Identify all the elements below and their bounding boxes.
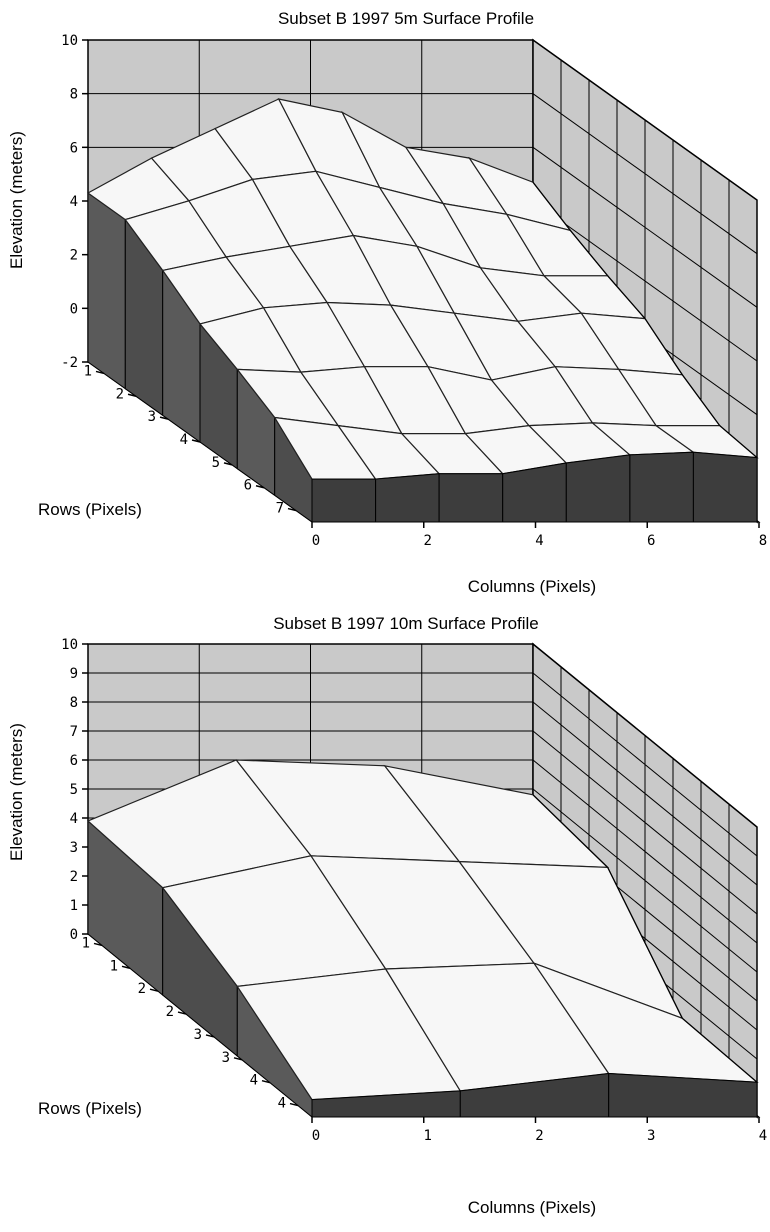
- col-tick-label: 3: [647, 1128, 655, 1144]
- row-tick-label: 4: [250, 1073, 258, 1089]
- z-tick-label: 10: [61, 637, 78, 653]
- z-tick-label: 2: [70, 248, 78, 264]
- row-tick-label: 1: [82, 935, 90, 951]
- front-skirt-segment: [376, 474, 440, 522]
- z-axis-label: Elevation (meters): [7, 723, 26, 861]
- row-tick-label: 2: [116, 386, 124, 402]
- col-tick-label: 0: [312, 1128, 320, 1144]
- chart-title: Subset B 1997 10m Surface Profile: [273, 614, 539, 633]
- chart-group: Subset B 1997 5m Surface Profile1086420-…: [7, 9, 767, 596]
- z-tick-label: 2: [70, 869, 78, 885]
- surface-chart-10m-svg: Subset B 1997 10m Surface Profile1098765…: [0, 612, 770, 1227]
- z-tick-label: 0: [70, 301, 78, 317]
- row-tick-label: 5: [212, 455, 220, 471]
- cols-axis-label: Columns (Pixels): [468, 1198, 596, 1217]
- chart-title: Subset B 1997 5m Surface Profile: [278, 9, 534, 28]
- front-skirt-segment: [312, 479, 376, 522]
- rows-axis-label: Rows (Pixels): [38, 500, 142, 519]
- z-tick-label: 8: [70, 695, 78, 711]
- z-tick-label: 6: [70, 140, 78, 156]
- z-tick-label: 0: [70, 927, 78, 943]
- z-tick-label: 5: [70, 782, 78, 798]
- col-tick-label: 4: [535, 533, 543, 549]
- row-tick-label: 7: [276, 501, 284, 517]
- surface-chart-5m-svg: Subset B 1997 5m Surface Profile1086420-…: [0, 0, 770, 612]
- z-tick-label: 6: [70, 753, 78, 769]
- chart-group: Subset B 1997 10m Surface Profile1098765…: [7, 614, 767, 1217]
- front-skirt-segment: [503, 463, 567, 522]
- row-tick-label: 3: [222, 1050, 230, 1066]
- cols-axis-label: Columns (Pixels): [468, 577, 596, 596]
- z-tick-label: 9: [70, 666, 78, 682]
- col-tick-label: 0: [312, 533, 320, 549]
- col-tick-label: 4: [759, 1128, 767, 1144]
- front-skirt-segment: [439, 474, 503, 522]
- left-skirt-segment: [88, 193, 125, 389]
- row-tick-label: 3: [194, 1027, 202, 1043]
- col-tick-label: 8: [759, 533, 767, 549]
- row-tick-label: 4: [180, 432, 188, 448]
- z-tick-label: -2: [61, 355, 78, 371]
- row-tick-label: 1: [84, 363, 92, 379]
- row-tick-label: 2: [166, 1004, 174, 1020]
- z-tick-label: 8: [70, 87, 78, 103]
- surface-chart-5m: Subset B 1997 5m Surface Profile 10 8 6 4 2 0-…: [0, 0, 770, 612]
- z-axis-label: Elevation (meters): [7, 131, 26, 269]
- z-tick-label: 4: [70, 811, 78, 827]
- row-tick-label: 6: [244, 478, 252, 494]
- z-tick-label: 7: [70, 724, 78, 740]
- col-tick-label: 2: [535, 1128, 543, 1144]
- front-skirt-segment: [566, 455, 630, 522]
- col-tick-label: 6: [647, 533, 655, 549]
- row-tick-label: 4: [278, 1096, 286, 1112]
- z-tick-label: 1: [70, 898, 78, 914]
- front-skirt-segment: [693, 452, 757, 522]
- z-tick-label: 4: [70, 194, 78, 210]
- surface-chart-10m: Subset B 1997 10m Surface Profile 10 9 8 7 6 5…: [0, 612, 770, 1227]
- col-tick-label: 1: [424, 1128, 432, 1144]
- rows-axis-label: Rows (Pixels): [38, 1099, 142, 1118]
- col-tick-label: 2: [424, 533, 432, 549]
- front-skirt-segment: [630, 452, 694, 522]
- row-tick-label: 3: [148, 409, 156, 425]
- z-tick-label: 3: [70, 840, 78, 856]
- z-tick-label: 10: [61, 33, 78, 49]
- row-tick-label: 2: [138, 981, 146, 997]
- row-tick-label: 1: [110, 958, 118, 974]
